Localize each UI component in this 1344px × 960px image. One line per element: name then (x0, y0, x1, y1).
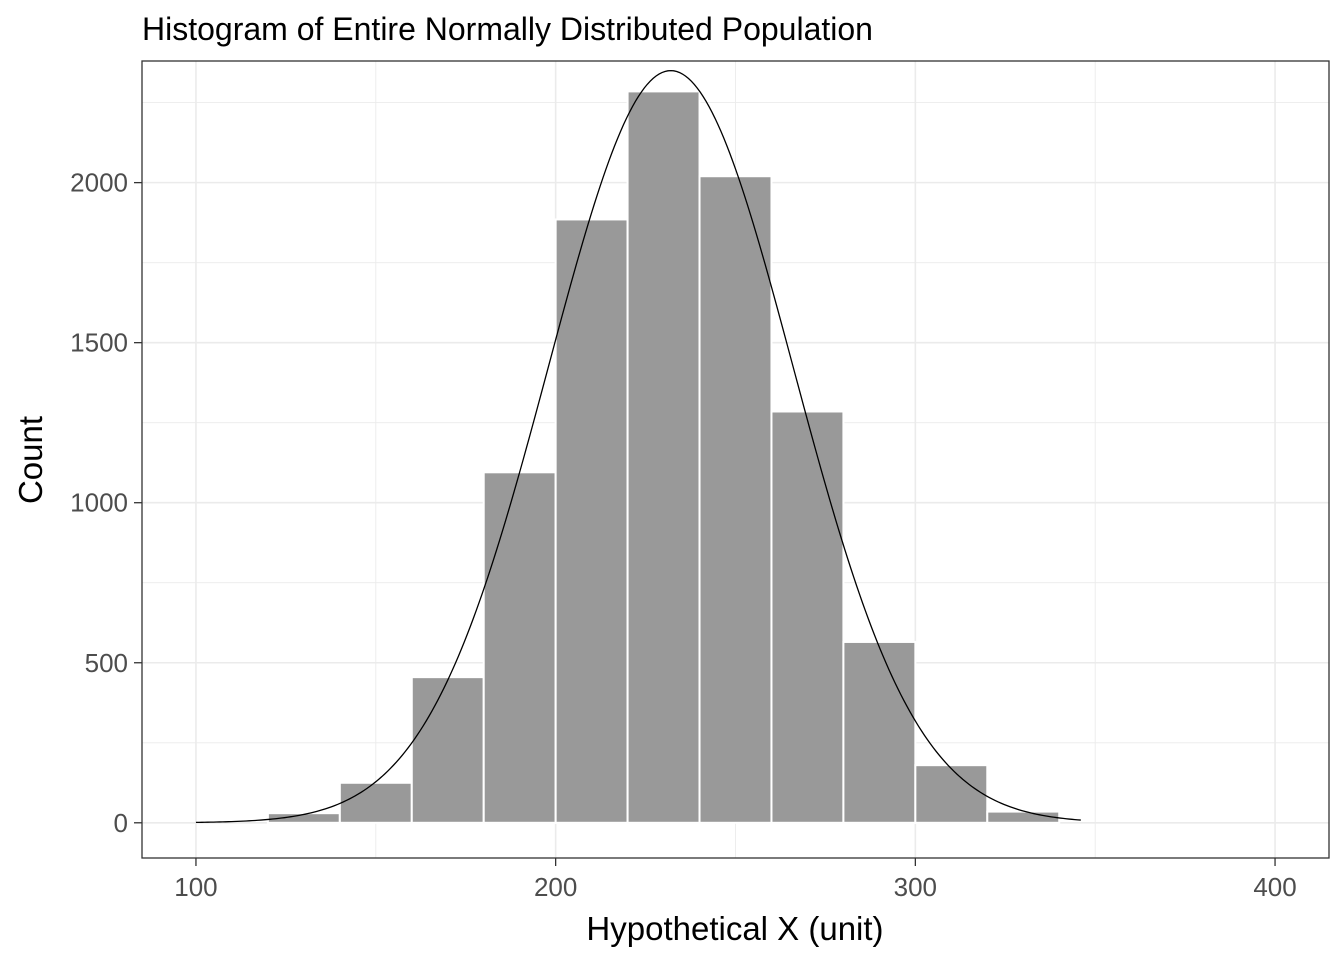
histogram-bar-9 (842, 640, 917, 824)
chart-title: Histogram of Entire Normally Distributed… (142, 11, 873, 47)
histogram-bar-7 (698, 175, 773, 824)
y-tick-label: 500 (85, 648, 128, 678)
x-axis-ticks: 100 200 300 400 (174, 858, 1297, 902)
panel-border (141, 60, 1330, 859)
y-tick-label: 0 (114, 808, 128, 838)
histogram-bar-8 (770, 410, 845, 824)
histogram-bar-4 (482, 471, 557, 824)
histogram-bar-6 (626, 90, 701, 824)
y-tick-label: 1500 (70, 328, 128, 358)
x-tick-label: 300 (894, 872, 937, 902)
y-tick-label: 2000 (70, 168, 128, 198)
x-tick-label: 100 (174, 872, 217, 902)
normal-density-curve (195, 69, 1081, 824)
histogram-bar-10 (914, 764, 989, 824)
x-tick-label: 400 (1253, 872, 1296, 902)
histogram-bar-5 (554, 218, 629, 824)
histogram-bar-2 (338, 781, 413, 824)
histogram-bar-3 (410, 676, 485, 824)
histogram-bar-11 (986, 810, 1061, 824)
histogram-bars (266, 90, 1061, 824)
y-tick-label: 1000 (70, 488, 128, 518)
x-tick-label: 200 (534, 872, 577, 902)
y-axis-ticks: 0 500 1000 1500 2000 (70, 168, 142, 838)
y-axis-title: Count (12, 416, 49, 504)
x-axis-title: Hypothetical X (unit) (586, 910, 883, 947)
